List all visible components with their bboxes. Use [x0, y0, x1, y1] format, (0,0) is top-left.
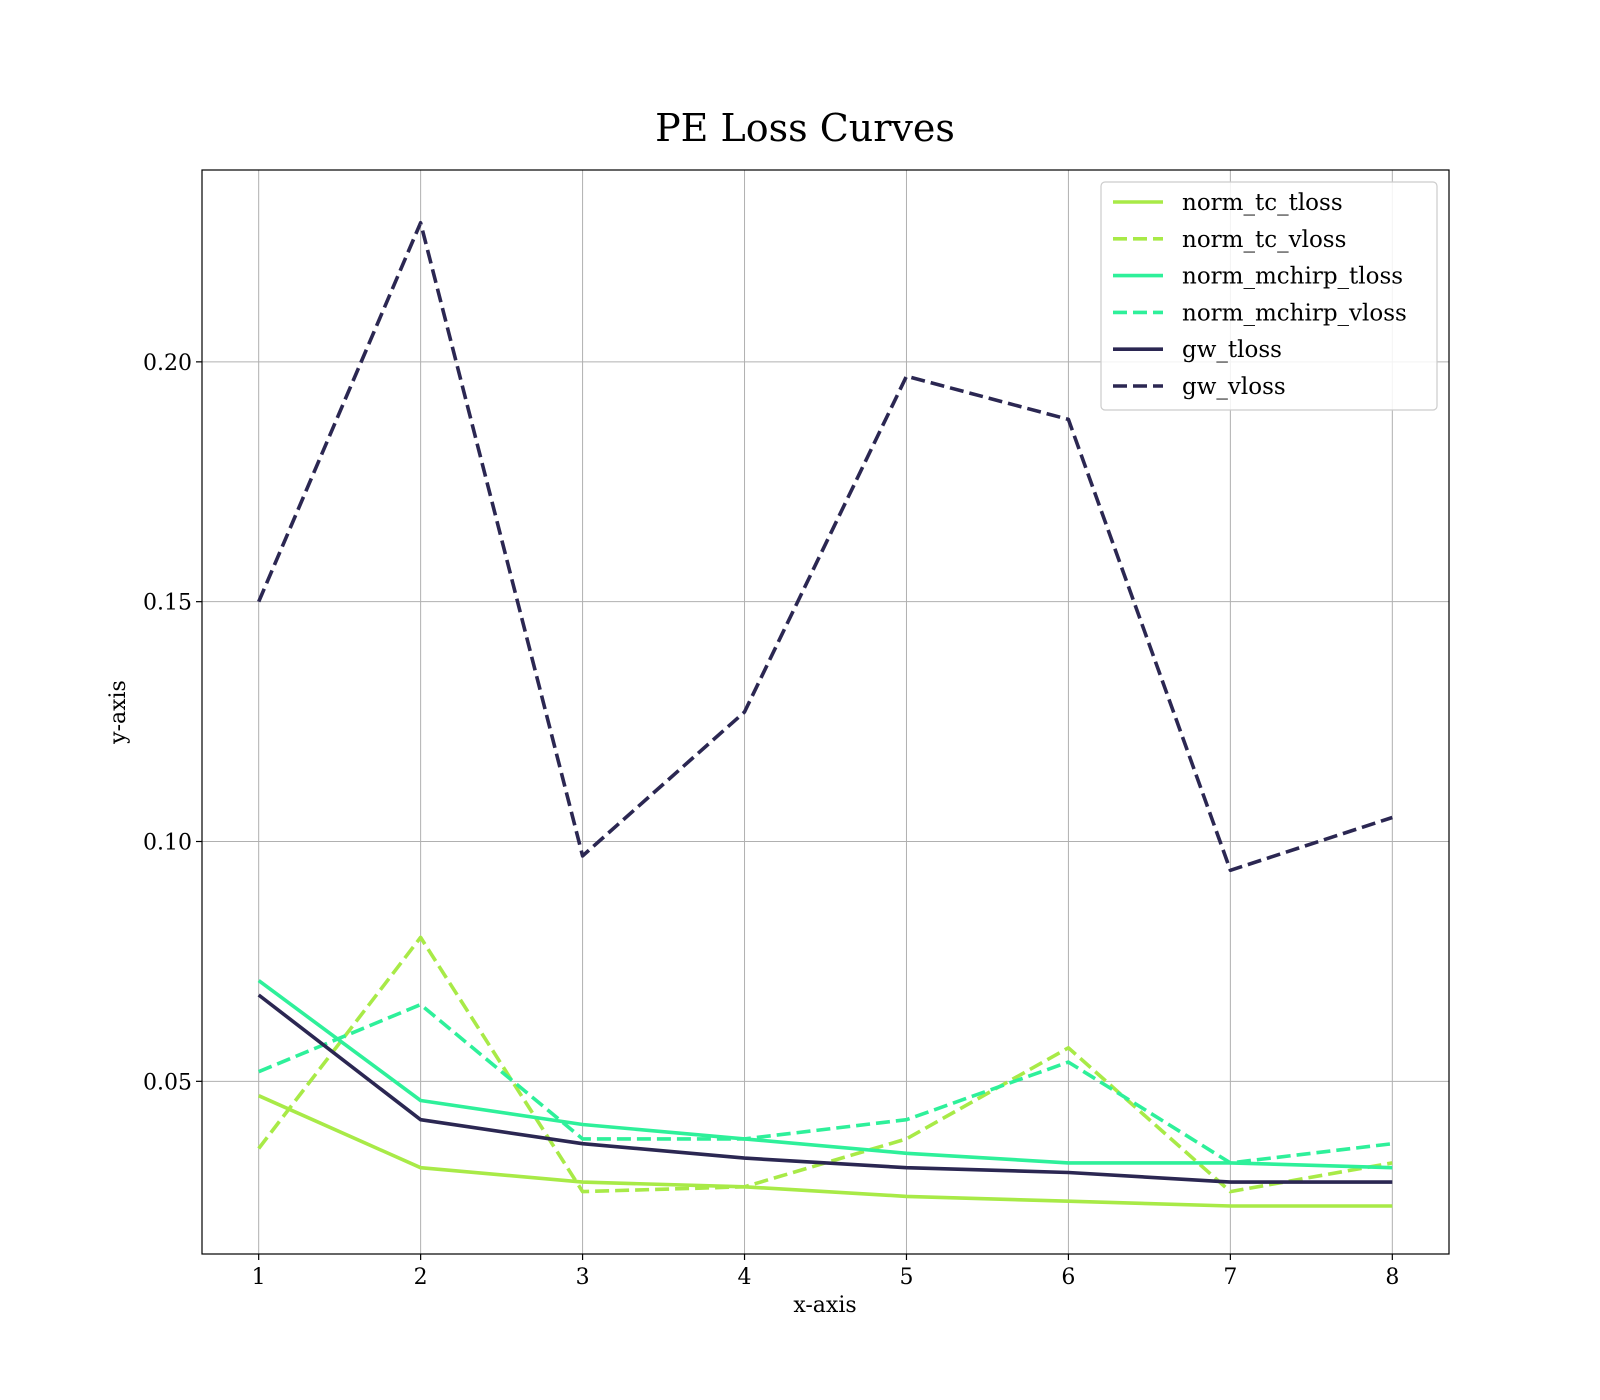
series-line-norm-tc-tloss [257, 1094, 1393, 1208]
plot-frame [201, 169, 1450, 1255]
legend: norm_tc_tloss norm_tc_vloss norm_mchirp_tl… [1100, 181, 1438, 411]
y-tick-label: 0.05 [143, 1070, 192, 1095]
series-line-gw-tloss [257, 993, 1393, 1184]
x-tick-label: 6 [1061, 1265, 1075, 1290]
x-tick-label: 2 [414, 1265, 428, 1290]
y-axis-label: y-axis [106, 680, 131, 745]
x-tick-label: 3 [576, 1265, 590, 1290]
y-tick-label: 0.10 [143, 831, 192, 856]
series-line-norm-mchirp-tloss [257, 979, 1393, 1170]
grid [202, 170, 1449, 1254]
legend-label: norm_mchirp_vloss [1182, 300, 1407, 326]
legend-label: gw_vloss [1182, 374, 1286, 400]
x-tick-label: 1 [252, 1265, 266, 1290]
legend-label: norm_tc_tloss [1182, 190, 1343, 216]
series-line-norm-tc-vloss [257, 935, 1393, 1194]
y-tick-label: 0.15 [143, 591, 192, 616]
tick-layer: 1 2 3 4 5 6 7 8 0.05 0.10 0.15 0.20 [143, 351, 1399, 1290]
series-line-norm-mchirp-vloss [258, 1002, 1393, 1165]
series-layer [257, 221, 1393, 1208]
legend-label: norm_tc_vloss [1182, 227, 1346, 253]
series-line-gw-vloss [257, 221, 1393, 873]
legend-label: norm_mchirp_tloss [1182, 264, 1403, 290]
chart-title: PE Loss Curves [655, 106, 955, 150]
x-axis-label: x-axis [793, 1293, 856, 1318]
legend-label: gw_tloss [1182, 337, 1282, 363]
legend-box [1100, 181, 1438, 411]
x-tick-label: 5 [899, 1265, 913, 1290]
y-tick-label: 0.20 [143, 351, 192, 376]
x-tick-label: 7 [1223, 1265, 1237, 1290]
x-tick-label: 8 [1385, 1265, 1399, 1290]
x-tick-label: 4 [738, 1265, 752, 1290]
